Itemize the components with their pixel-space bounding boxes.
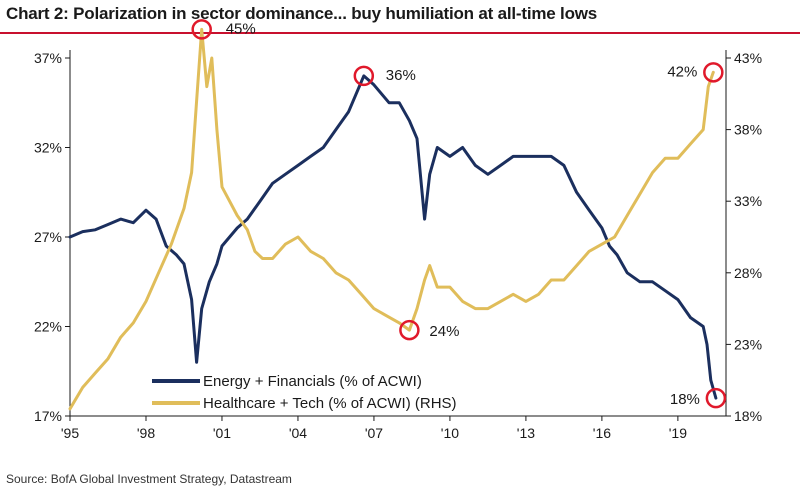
annotation-marker-45	[191, 19, 212, 40]
x-tick-label-01: '01	[213, 425, 231, 441]
x-tick-label-16: '16	[593, 425, 611, 441]
x-tick-label-19: '19	[669, 425, 687, 441]
annotation-marker-36	[353, 65, 375, 87]
annotation-label-45: 45%	[226, 20, 256, 37]
y-left-tick-label-17: 17%	[34, 408, 62, 424]
annotation-group: 45% 36% 42% 24% 18%	[191, 19, 727, 409]
x-tick-label-95: '95	[61, 425, 79, 441]
annotation-label-24: 24%	[429, 323, 459, 340]
title-underline	[0, 32, 800, 34]
y-right-tick-label-18: 18%	[734, 408, 762, 424]
annotation-label-18: 18%	[670, 391, 700, 408]
annotation-marker-42	[703, 62, 724, 83]
y-left-tick-label-22: 22%	[34, 319, 62, 335]
series-line-healthcare-tech-of-acwi-rhs	[68, 27, 715, 411]
legend-label-healthcare-tech: Healthcare + Tech (% of ACWI) (RHS)	[203, 395, 457, 412]
series-lines-group	[68, 27, 718, 411]
x-tick-label-04: '04	[289, 425, 307, 441]
series-line-energy-financials-of-acwi	[68, 74, 718, 400]
axes-group: 37% 32% 27% 22% 17% 43% 38% 33% 28% 23% 18% '95 '98 '…	[34, 50, 762, 441]
annotation-label-36: 36%	[386, 67, 416, 84]
y-right-tick-label-28: 28%	[734, 265, 762, 281]
x-tick-label-10: '10	[441, 425, 459, 441]
chart-title: Chart 2: Polarization in sector dominanc…	[6, 4, 598, 23]
y-left-tick-label-32: 32%	[34, 140, 62, 156]
x-tick-label-07: '07	[365, 425, 383, 441]
y-right-tick-label-43: 43%	[734, 50, 762, 66]
annotation-marker-18	[705, 387, 727, 409]
x-tick-label-98: '98	[137, 425, 155, 441]
y-left-tick-label-37: 37%	[34, 50, 62, 66]
annotation-marker-24	[399, 319, 420, 341]
legend: Energy + Financials (% of ACWI) Healthca…	[152, 373, 457, 412]
y-right-tick-label-23: 23%	[734, 336, 762, 352]
source-note: Source: BofA Global Investment Strategy,…	[6, 472, 292, 486]
y-right-tick-label-33: 33%	[734, 193, 762, 209]
y-left-tick-label-27: 27%	[34, 229, 62, 245]
y-right-tick-label-38: 38%	[734, 122, 762, 138]
annotation-label-42: 42%	[667, 63, 697, 80]
legend-label-energy-financials: Energy + Financials (% of ACWI)	[203, 373, 422, 390]
x-tick-label-13: '13	[517, 425, 535, 441]
